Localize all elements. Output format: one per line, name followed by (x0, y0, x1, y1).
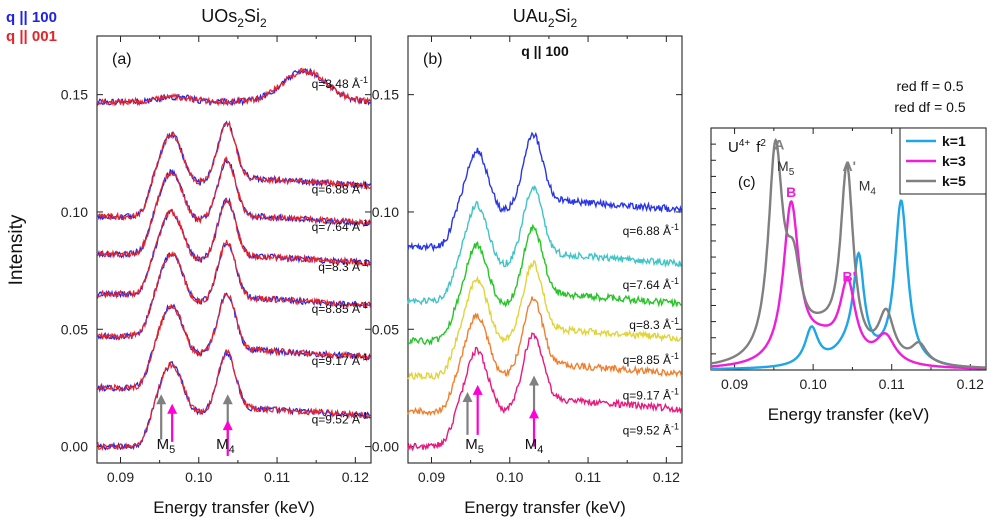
x-tick-label: 0.12 (342, 469, 369, 485)
data-trace (407, 332, 683, 452)
q-label: q=9.52 Å-1 (312, 410, 368, 426)
data-trace (407, 259, 682, 381)
x-tick-label: 0.11 (264, 469, 290, 485)
edge-arrow-head (462, 391, 473, 402)
data-trace (96, 156, 371, 259)
y-tick-label: 0.10 (61, 204, 88, 220)
x-tick-label: 0.09 (107, 469, 134, 485)
q-label: q=9.17 Å-1 (312, 352, 368, 368)
y-tick-label: 0.15 (372, 87, 399, 103)
annotation-red-df: red df = 0.5 (894, 99, 965, 115)
edge-arrow-head (222, 394, 233, 405)
data-trace (96, 67, 371, 107)
panel-b-subtitle: q || 100 (521, 43, 569, 59)
panel-b-label: (b) (423, 51, 443, 68)
panel-a: 0.09 0.10 0.11 0.12 0.00 0.05 0.10 0.15 Energy t… (6, 6, 372, 517)
calc-curve (711, 199, 986, 370)
y-tick-label: 0.10 (372, 204, 399, 220)
data-trace (96, 239, 371, 341)
plot-frame (710, 127, 987, 371)
x-axis-label: Energy transfer (keV) (153, 498, 315, 517)
y-tick-label: 0.00 (61, 439, 88, 455)
y-tick-label: 0.15 (61, 87, 88, 103)
calc-curve (710, 137, 986, 369)
q-label: q=8.85 Å-1 (623, 351, 679, 367)
x-axis-label: Energy transfer (keV) (768, 405, 930, 424)
edge-arrow-head (529, 375, 540, 386)
panel-c: 0.09 0.10 0.11 0.12 Energy transfer (keV) U4+… (710, 78, 987, 424)
x-tick-label: 0.09 (721, 376, 748, 392)
x-tick-label: 0.12 (653, 469, 680, 485)
q-label: q=9.17 Å-1 (623, 386, 679, 402)
edge-label: M5 (157, 436, 176, 456)
data-trace (96, 155, 371, 260)
x-tick-label: 0.09 (418, 469, 445, 485)
panel-a-label: (a) (112, 51, 132, 68)
legend-entry: q || 001 (6, 28, 57, 45)
q-label: q=6.88 Å-1 (312, 181, 368, 197)
peak-label: A' (843, 158, 856, 174)
x-axis-label: Energy transfer (keV) (464, 498, 626, 517)
legend-entry: k=1 (942, 133, 966, 149)
q-label: q=6.88 Å-1 (623, 222, 679, 238)
edge-label: M4 (216, 436, 235, 456)
y-axis-label: Intensity (6, 214, 27, 285)
q-label: q=7.64 Å-1 (623, 276, 679, 292)
peak-label: A (774, 137, 784, 153)
panel-a-title: UOs2Si2 (201, 6, 267, 30)
y-tick-label: 0.00 (372, 439, 399, 455)
data-trace (407, 184, 683, 306)
data-trace (96, 348, 371, 452)
x-tick-label: 0.10 (496, 469, 523, 485)
calc-curve (711, 199, 986, 371)
legend-entry: k=5 (942, 173, 966, 189)
q-label: q=8.3 Å-1 (318, 258, 368, 274)
q-label: q=8.85 Å-1 (312, 300, 368, 316)
peak-label: M5 (777, 158, 795, 178)
edge-label: M5 (465, 436, 484, 456)
data-trace (407, 223, 682, 346)
edge-arrow-head (156, 394, 167, 405)
data-trace (407, 131, 683, 253)
x-tick-label: 0.11 (575, 469, 601, 485)
edge-arrow-head (222, 420, 233, 431)
legend-entry: q || 100 (6, 9, 57, 26)
peak-label: B (786, 184, 796, 200)
data-trace (96, 120, 371, 221)
q-label: q=9.52 Å-1 (623, 422, 679, 438)
x-tick-label: 0.10 (800, 376, 827, 392)
q-label: q=8.3 Å-1 (629, 316, 679, 332)
panel-c-label: (c) (738, 174, 756, 191)
panel-b: 0.09 0.10 0.11 0.12 0.00 0.05 0.10 0.15 Energy t… (372, 6, 683, 517)
q-label: q=3.48 Å-1 (312, 75, 368, 91)
annotation-red-ff: red ff = 0.5 (896, 78, 963, 94)
y-tick-label: 0.05 (372, 321, 399, 337)
peak-label: M4 (859, 178, 877, 198)
panel-c-title: U4+ f2 (728, 138, 766, 156)
data-trace (96, 292, 371, 392)
edge-arrow-head (472, 384, 483, 395)
data-trace (407, 296, 683, 417)
panel-b-title: UAu2Si2 (513, 6, 578, 30)
data-trace (96, 197, 371, 299)
plot-frame (96, 35, 372, 464)
peak-label: B' (843, 268, 856, 284)
q-label: q=7.64 Å-1 (312, 218, 368, 234)
edge-arrow-head (167, 403, 178, 414)
legend-entry: k=3 (942, 153, 966, 169)
edge-label: M4 (525, 436, 544, 456)
y-tick-label: 0.05 (61, 321, 88, 337)
x-tick-label: 0.10 (185, 469, 212, 485)
x-tick-label: 0.12 (957, 376, 984, 392)
edge-arrow-head (529, 408, 540, 419)
x-tick-label: 0.11 (879, 376, 905, 392)
